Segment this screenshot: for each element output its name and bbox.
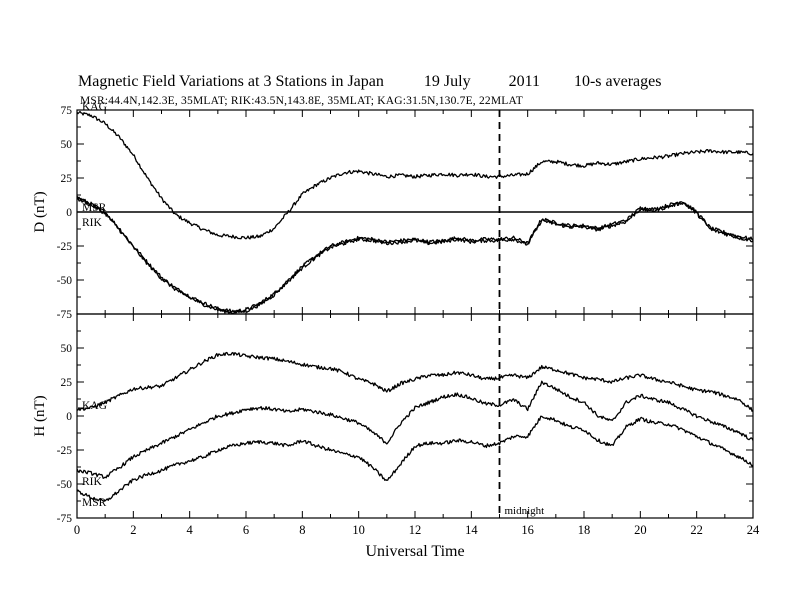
- x-tick-label: 20: [634, 523, 647, 537]
- chart-title: Magnetic Field Variations at 3 Stations …: [78, 73, 661, 91]
- x-tick-label: 22: [690, 523, 703, 537]
- h-kag-label: KAG: [82, 400, 107, 412]
- x-tick-label: 8: [299, 523, 305, 537]
- title-date: 19 July: [423, 73, 471, 90]
- d-kag-label: KAG: [82, 101, 107, 113]
- panel-frame: [76, 313, 754, 519]
- series-line-h-kag: [76, 351, 754, 412]
- y-tick-label: 50: [61, 343, 73, 355]
- x-tick-label: 24: [747, 523, 760, 537]
- title-year: 2011: [508, 73, 540, 90]
- y-tick-label: 0: [66, 411, 72, 423]
- x-tick-label: 0: [74, 523, 80, 537]
- h-axis-label: H (nT): [32, 395, 48, 436]
- d-rik-label: RIK: [82, 217, 103, 229]
- d-axis-label: D (nT): [32, 191, 48, 232]
- x-tick-label: 12: [409, 523, 422, 537]
- series-line-d-msr: [76, 195, 754, 313]
- y-tick-label: -75: [57, 309, 73, 321]
- x-tick-label: 2: [130, 523, 136, 537]
- y-tick-label: -50: [57, 275, 73, 287]
- x-tick-label: 16: [521, 523, 534, 537]
- d-panel: 75 50 25 0 -25 -50 -75: [57, 105, 754, 321]
- y-tick-label: 25: [61, 377, 73, 389]
- y-tick-label: 0: [66, 207, 72, 219]
- x-tick-label: 4: [187, 523, 194, 537]
- title-averaging: 10-s averages: [573, 73, 662, 90]
- x-axis: 0 2 4 6 8 10 12 14 16 18 20 22 24: [74, 110, 760, 537]
- x-tick-label: 14: [465, 523, 478, 537]
- x-axis-label: Universal Time: [365, 543, 464, 560]
- y-tick-label: -25: [57, 241, 73, 253]
- h-rik-label: RIK: [82, 476, 103, 488]
- station-coordinates: MSR:44.4N,142.3E, 35MLAT; RIK:43.5N,143.…: [80, 95, 523, 107]
- h-msr-label: MSR: [82, 497, 107, 509]
- y-tick-label: -75: [57, 513, 73, 525]
- series-line-h-rik: [76, 380, 754, 479]
- series-line-d-kag: [76, 110, 754, 240]
- h-panel: 50 25 0 -25 -50 -75: [57, 313, 754, 525]
- x-tick-label: 6: [243, 523, 249, 537]
- y-tick-label: -25: [57, 445, 73, 457]
- y-tick-label: 75: [61, 105, 73, 117]
- midnight-label: midnight: [505, 505, 545, 517]
- y-tick-label: 50: [61, 139, 73, 151]
- title-main: Magnetic Field Variations at 3 Stations …: [78, 73, 384, 90]
- y-tick-label: -50: [57, 479, 73, 491]
- d-msr-label: MSR: [82, 202, 107, 214]
- x-tick-label: 10: [352, 523, 365, 537]
- series-line-h-msr: [76, 415, 754, 502]
- series-line-d-rik: [76, 197, 754, 315]
- x-tick-label: 18: [578, 523, 591, 537]
- y-tick-label: 25: [61, 173, 73, 185]
